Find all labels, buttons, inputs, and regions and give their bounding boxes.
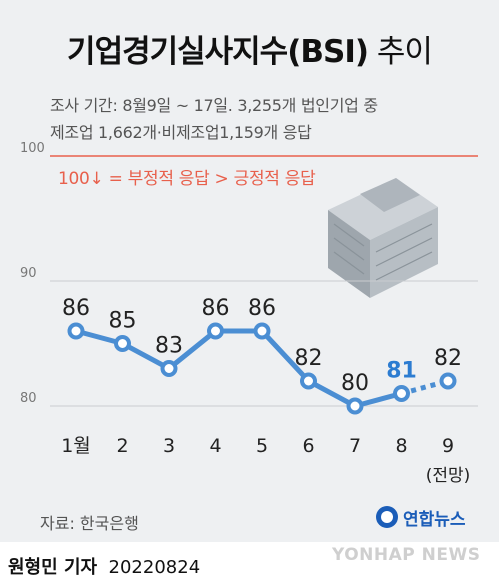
xtick-label-6: 6 bbox=[302, 435, 314, 457]
xtick-label-9: 9 bbox=[442, 435, 454, 457]
data-point-9 bbox=[439, 372, 457, 390]
xtick-label-3: 3 bbox=[163, 435, 175, 457]
publish-date: 20220824 bbox=[108, 557, 201, 578]
data-label-7: 80 bbox=[341, 371, 369, 396]
xtick-label-1: 1월 bbox=[61, 435, 91, 457]
series-line-actual bbox=[73, 328, 404, 409]
building-illustration bbox=[328, 178, 438, 298]
ytick-label-100: 100 bbox=[20, 141, 45, 156]
data-label-3: 83 bbox=[155, 334, 183, 359]
data-point-4 bbox=[207, 322, 224, 340]
data-label-5: 86 bbox=[248, 296, 276, 321]
ytick-label-80: 80 bbox=[20, 391, 37, 406]
yonhap-logo-icon bbox=[376, 506, 398, 528]
title-main: 기업경기실사지수(BSI) bbox=[67, 34, 369, 70]
data-label-8: 81 bbox=[386, 359, 417, 384]
xtick-sublabel-9: (전망) bbox=[426, 466, 471, 486]
data-label-9: 82 bbox=[434, 346, 462, 371]
data-point-5 bbox=[253, 322, 271, 340]
xtick-label-4: 4 bbox=[209, 435, 221, 457]
bsi-line-chart: 80 90 100 86 85 83 86 86 82 80 81 82 1월 2 3 4 5 6 7 8 9 (전망… bbox=[20, 141, 478, 486]
data-label-6: 82 bbox=[295, 346, 323, 371]
xtick-label-8: 8 bbox=[395, 435, 407, 457]
data-point-8 bbox=[393, 385, 410, 402]
reporter-credit: 원형민 기자 20220824 bbox=[8, 553, 200, 579]
xtick-label-2: 2 bbox=[116, 435, 128, 457]
survey-note-line-1: 조사 기간: 8월9일 ~ 17일. 3,255개 법인기업 중 bbox=[50, 96, 378, 115]
chart-title: 기업경기실사지수(BSI) 추이 bbox=[0, 26, 499, 71]
data-point-6 bbox=[300, 372, 317, 390]
data-point-2 bbox=[114, 335, 131, 352]
reporter-name: 원형민 기자 bbox=[8, 557, 98, 578]
data-point-3 bbox=[160, 360, 178, 377]
watermark: YONHAP NEWS bbox=[332, 545, 481, 565]
xtick-label-7: 7 bbox=[349, 435, 361, 457]
yonhap-logo: 연합뉴스 bbox=[376, 503, 466, 531]
data-label-1: 86 bbox=[62, 296, 90, 321]
survey-note-line-2: 제조업 1,662개·비제조업1,159개 응답 bbox=[50, 123, 312, 142]
xtick-label-5: 5 bbox=[256, 435, 268, 457]
title-suffix: 추이 bbox=[368, 34, 433, 70]
source-note: 자료: 한국은행 bbox=[40, 514, 139, 533]
reference-note: 100↓ = 부정적 응답 > 긍정적 응답 bbox=[58, 169, 316, 189]
data-point-1 bbox=[67, 322, 85, 340]
logo-text: 연합뉴스 bbox=[403, 509, 466, 530]
data-point-7 bbox=[346, 397, 364, 415]
data-label-4: 86 bbox=[202, 296, 230, 321]
ytick-label-90: 90 bbox=[20, 266, 37, 281]
data-label-2: 85 bbox=[109, 309, 137, 334]
